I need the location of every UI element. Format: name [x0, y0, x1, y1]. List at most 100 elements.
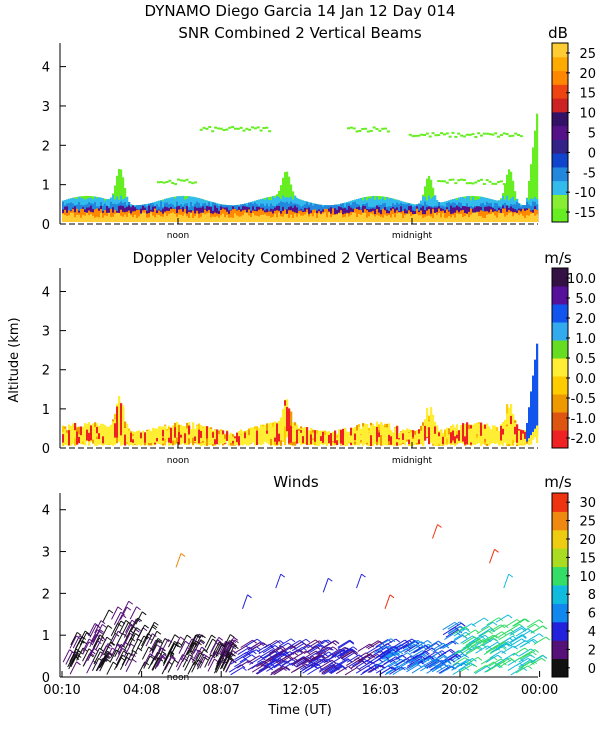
- snr-ytick-label: 2: [42, 139, 50, 154]
- doppler-cell: [74, 431, 77, 439]
- snr-cell: [386, 215, 389, 222]
- wind-barb: [287, 649, 300, 658]
- doppler-cell: [202, 436, 205, 441]
- wind-barb: [374, 646, 387, 656]
- wind-barb-flag: [291, 645, 297, 649]
- snr-cell: [282, 216, 285, 222]
- wind-barb: [529, 657, 542, 666]
- snr-cell: [480, 178, 483, 181]
- snr-cell: [464, 215, 467, 222]
- doppler-cell: [498, 431, 501, 441]
- wind-barb: [518, 659, 531, 668]
- doppler-cell: [194, 428, 197, 442]
- snr-cell: [445, 181, 449, 184]
- wind-barb-flag: [530, 654, 536, 659]
- doppler-cell: [466, 422, 469, 445]
- wind-barb: [332, 646, 346, 656]
- doppler-cell: [278, 433, 281, 442]
- doppler-cell: [100, 423, 103, 434]
- wind-barb-flag: [105, 655, 110, 660]
- wind-barb-flag: [158, 657, 164, 662]
- wind-barb: [507, 662, 521, 672]
- wind-barb-flag: [171, 655, 176, 660]
- wind-barb-flag: [168, 661, 173, 666]
- wind-barb: [89, 634, 97, 648]
- wind-barb-flag: [433, 655, 439, 660]
- wind-barb-flag: [391, 666, 397, 671]
- wind-barb: [154, 647, 162, 661]
- snr-cell: [246, 213, 249, 222]
- wind-barb: [155, 651, 163, 665]
- doppler-cell: [424, 425, 427, 438]
- snr-cell: [114, 214, 117, 222]
- snr-cell: [344, 216, 347, 222]
- winds-colorbar-swatch: [552, 640, 568, 660]
- wind-barb-flag: [97, 629, 102, 634]
- wind-barb-flag: [467, 658, 473, 663]
- doppler-cell: [348, 432, 351, 437]
- wind-barb: [125, 659, 133, 672]
- snr-cell: [362, 212, 365, 222]
- snr-cell: [426, 178, 429, 222]
- doppler-cell: [464, 424, 467, 432]
- wind-barb: [70, 632, 78, 646]
- wind-barb-flag: [102, 623, 107, 628]
- snr-colorbar-swatch: [552, 139, 568, 154]
- wind-barb: [204, 634, 212, 648]
- doppler-cell: [446, 434, 449, 439]
- wind-barb: [141, 633, 149, 647]
- snr-cell: [310, 214, 313, 222]
- wind-barb: [275, 573, 282, 589]
- wind-barb: [439, 665, 453, 674]
- wind-barb-flag: [285, 652, 290, 656]
- doppler-cell: [82, 426, 85, 440]
- snr-cell: [148, 217, 151, 222]
- wind-barb-flag: [99, 634, 105, 639]
- wind-barb: [416, 657, 430, 666]
- doppler-cell: [296, 429, 299, 444]
- snr-cell: [494, 132, 498, 135]
- wind-barb-flag: [88, 638, 94, 643]
- wind-barb-flag: [231, 659, 237, 664]
- doppler-cell: [66, 438, 69, 446]
- wind-barb: [115, 648, 123, 662]
- doppler-cell: [160, 438, 163, 445]
- snr-cell: [332, 214, 335, 222]
- doppler-cell: [514, 435, 517, 443]
- wind-barb-flag: [454, 627, 460, 631]
- doppler-cell: [236, 432, 239, 440]
- snr-cell: [494, 215, 497, 222]
- snr-cell: [62, 213, 65, 222]
- snr-cell: [132, 211, 135, 222]
- doppler-cell: [394, 431, 397, 446]
- wind-barb-flag: [99, 629, 104, 633]
- doppler-cell: [98, 433, 101, 440]
- doppler-cell: [90, 425, 93, 441]
- doppler-ytick-label: 2: [42, 364, 50, 379]
- wind-barb: [364, 649, 377, 658]
- snr-cell: [168, 179, 172, 182]
- snr-cell: [460, 134, 464, 137]
- wind-barb-flag: [261, 661, 267, 665]
- snr-cell: [470, 214, 473, 222]
- doppler-cell: [224, 434, 227, 439]
- wind-barb-flag: [115, 649, 121, 654]
- snr-cell: [196, 213, 199, 222]
- snr-cell: [334, 214, 337, 222]
- doppler-cell: [352, 435, 355, 444]
- wind-barb: [149, 639, 157, 653]
- snr-cell: [157, 181, 160, 184]
- wind-barb: [188, 648, 196, 662]
- wind-barb: [503, 573, 510, 589]
- wind-barb: [76, 647, 84, 661]
- wind-barb-flag: [328, 651, 334, 656]
- winds-noon-label: noon: [167, 673, 189, 683]
- wind-barb-flag: [424, 645, 430, 649]
- snr-cell: [138, 216, 141, 222]
- wind-barb: [491, 640, 505, 650]
- snr-cell: [176, 178, 180, 181]
- wind-barb-flag: [534, 649, 539, 653]
- doppler-cell: [424, 435, 427, 441]
- wind-barb: [323, 666, 336, 675]
- snr-cell: [406, 213, 409, 222]
